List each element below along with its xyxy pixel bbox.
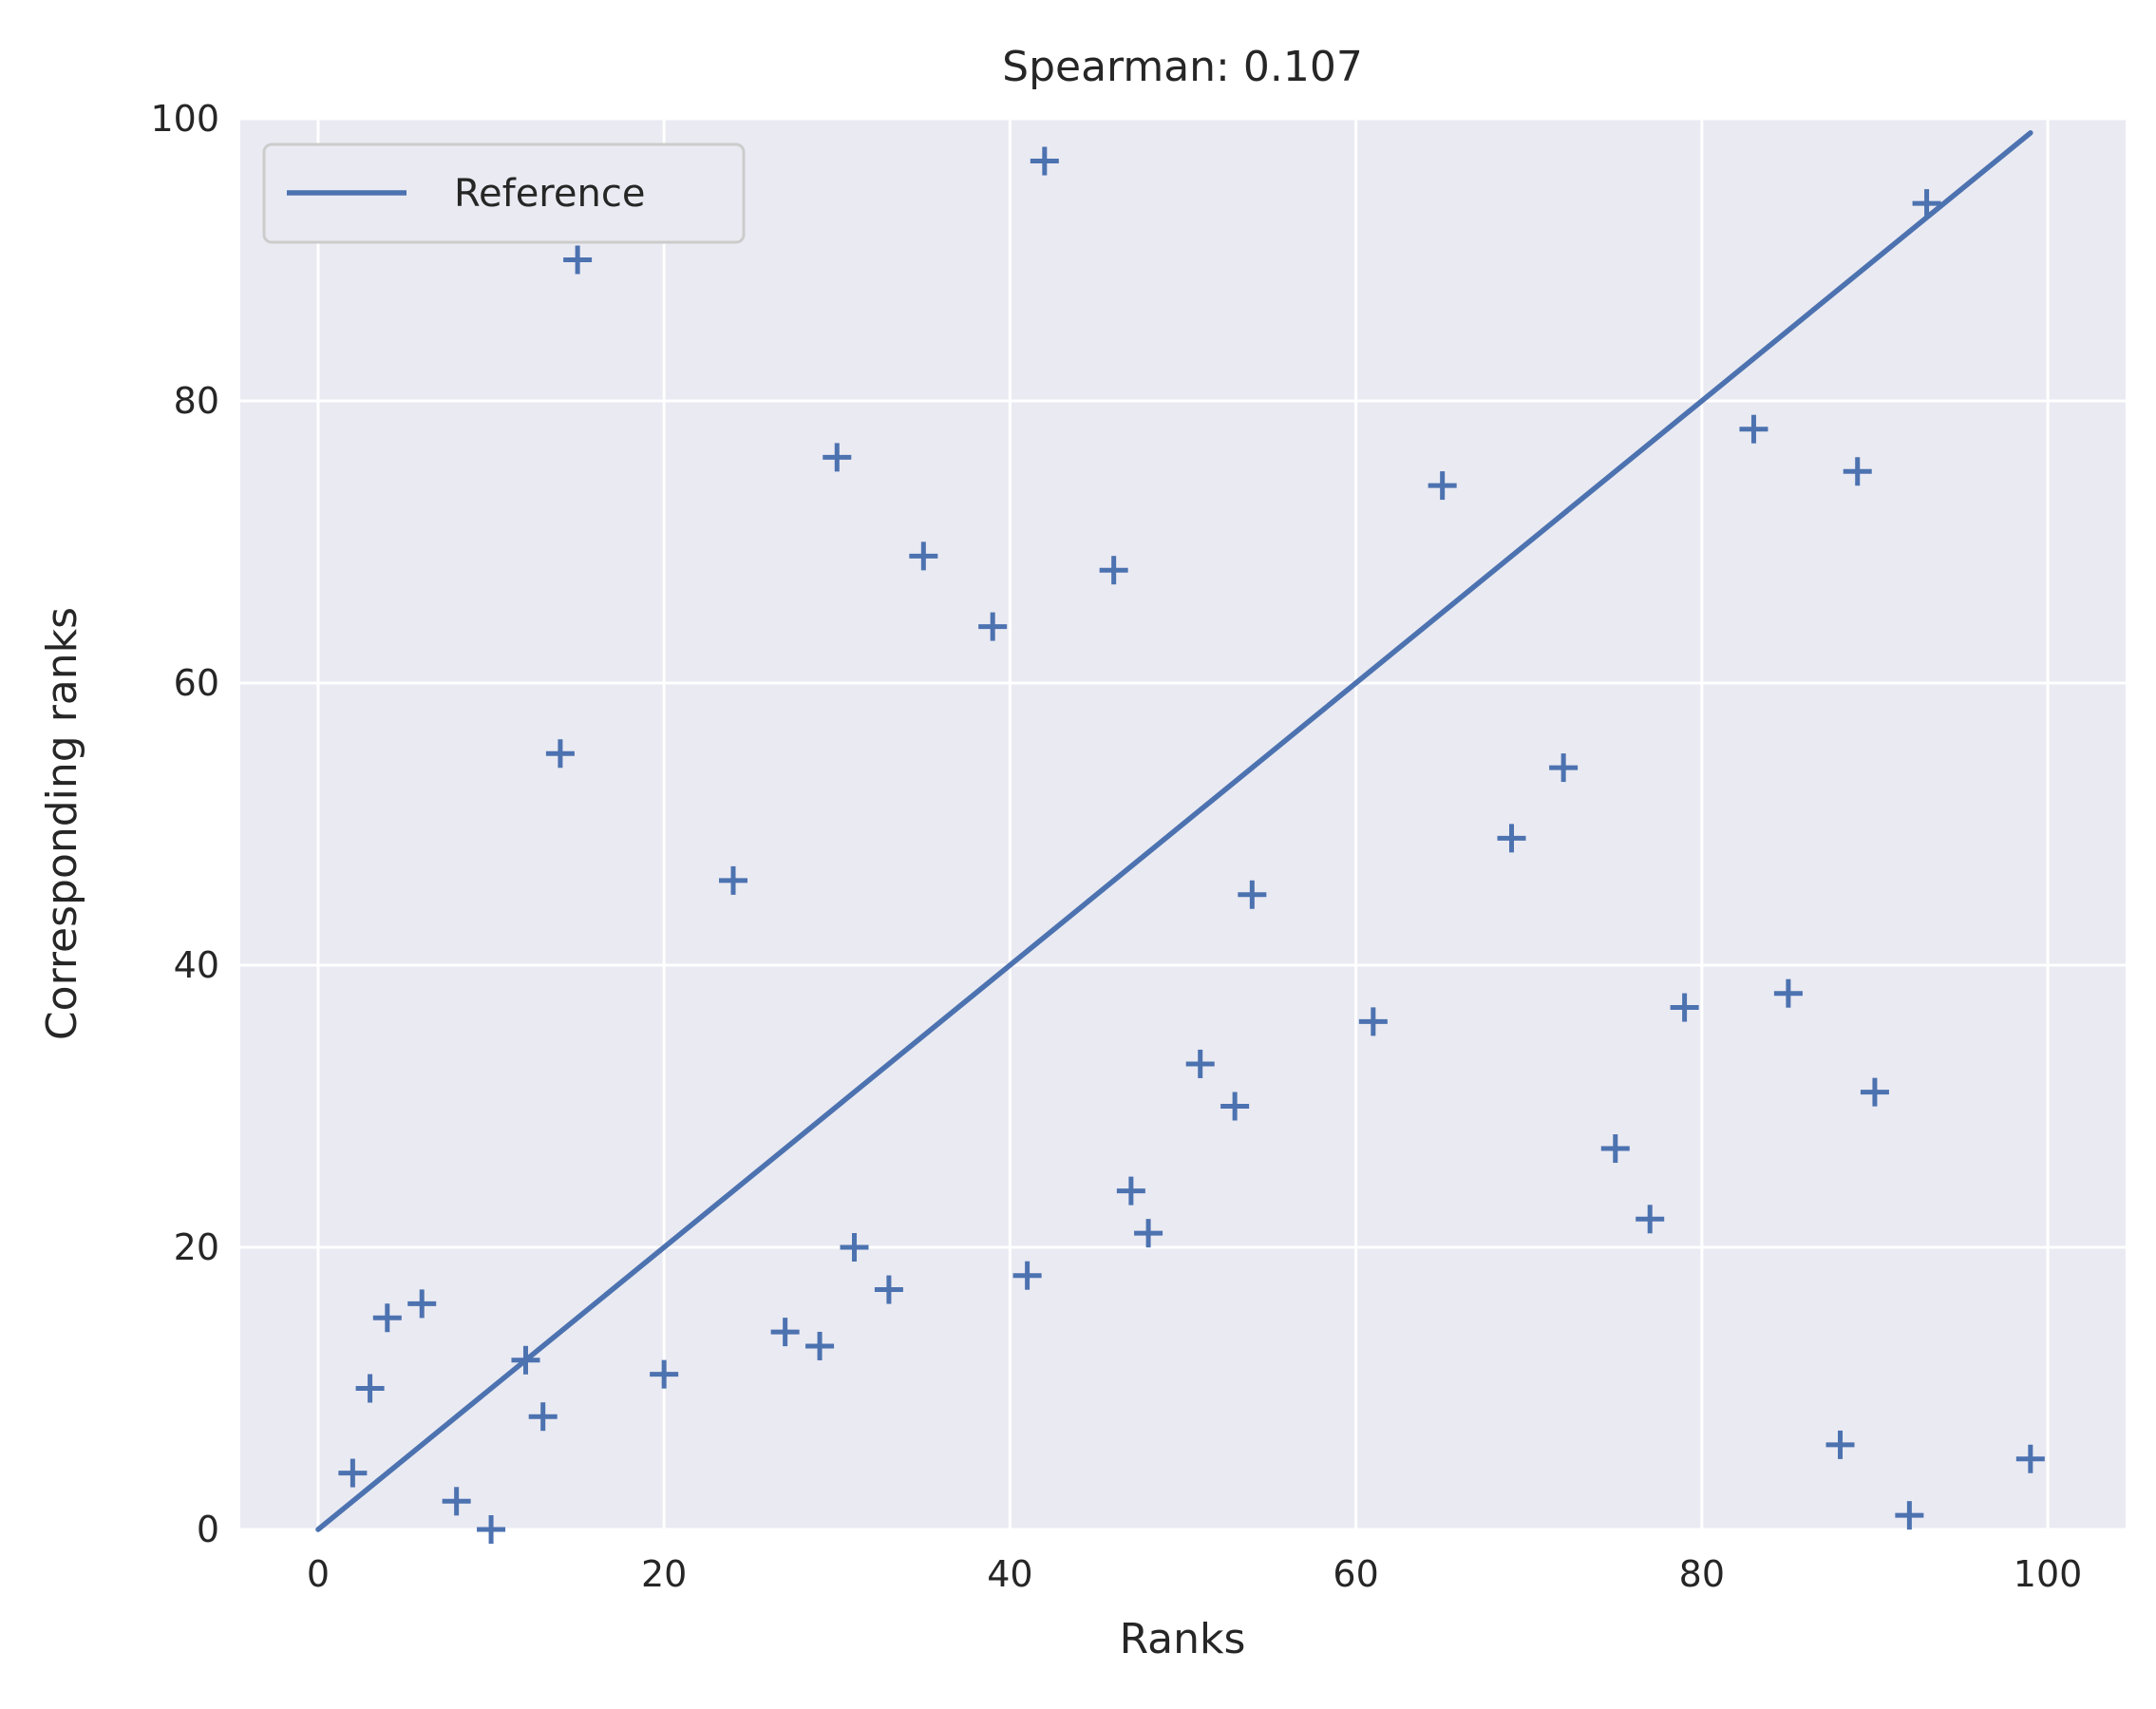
data-point: [1860, 1077, 1889, 1107]
data-point: [909, 541, 938, 571]
data-point: [1912, 189, 1941, 218]
data-point: [1238, 880, 1267, 909]
data-point: [1600, 1134, 1630, 1164]
data-point: [528, 1402, 558, 1432]
data-point: [805, 1331, 835, 1360]
data-point: [1220, 1092, 1250, 1121]
data-point: [1549, 753, 1579, 783]
y-tick-label: 0: [197, 1509, 219, 1550]
y-tick-label: 60: [174, 662, 219, 704]
x-axis-label: Ranks: [1120, 1615, 1246, 1663]
data-point: [372, 1303, 402, 1333]
y-tick-label: 80: [174, 380, 219, 422]
data-point: [650, 1359, 679, 1389]
legend-label-reference: Reference: [454, 172, 645, 216]
data-point: [1134, 1219, 1163, 1248]
x-axis-ticks: 0 20 40 60 80 100: [307, 1553, 2082, 1595]
data-point: [1497, 824, 1526, 853]
chart-title: Spearman: 0.107: [1002, 43, 1363, 91]
data-point: [840, 1233, 869, 1262]
reference-line: [315, 130, 2033, 1532]
y-axis-label: Corresponding ranks: [38, 607, 86, 1040]
data-point: [1030, 146, 1059, 176]
data-point: [2015, 1444, 2045, 1473]
x-tick-label: 20: [641, 1553, 687, 1595]
data-point: [1843, 457, 1872, 486]
x-tick-label: 40: [987, 1553, 1032, 1595]
y-tick-label: 40: [174, 944, 219, 986]
y-tick-label: 100: [150, 98, 219, 140]
data-point: [1358, 1007, 1388, 1036]
data-point: [1670, 993, 1699, 1022]
data-point: [719, 865, 748, 895]
data-point: [978, 612, 1008, 641]
data-point: [1012, 1261, 1042, 1290]
x-tick-label: 100: [2014, 1553, 2083, 1595]
data-point: [407, 1289, 437, 1319]
data-point: [338, 1458, 368, 1488]
data-point: [1428, 471, 1457, 501]
data-point: [511, 1345, 540, 1375]
data-point: [770, 1318, 800, 1347]
data-point: [823, 443, 852, 472]
data-point: [1825, 1430, 1855, 1459]
data-point: [545, 739, 575, 769]
data-point: [1185, 1049, 1215, 1078]
data-point: [874, 1275, 903, 1304]
data-point: [563, 245, 593, 275]
x-tick-label: 60: [1333, 1553, 1378, 1595]
data-point: [477, 1515, 506, 1544]
data-point: [1099, 556, 1128, 585]
data-point: [1116, 1176, 1145, 1206]
data-point: [1636, 1205, 1665, 1234]
x-tick-label: 0: [307, 1553, 330, 1595]
y-axis-ticks: 0 20 40 60 80 100: [150, 98, 219, 1550]
x-tick-label: 80: [1679, 1553, 1725, 1595]
data-point: [442, 1487, 471, 1516]
reference-line-group: [315, 130, 2033, 1532]
data-point: [1895, 1501, 1924, 1530]
data-point: [355, 1374, 385, 1403]
legend-box: [262, 142, 746, 244]
y-tick-label: 20: [174, 1226, 219, 1268]
legend: Reference: [262, 142, 746, 244]
grid-lines: [240, 117, 2126, 1531]
data-point: [1739, 414, 1768, 444]
scatter-points: [338, 146, 2045, 1544]
data-point: [1773, 978, 1803, 1008]
